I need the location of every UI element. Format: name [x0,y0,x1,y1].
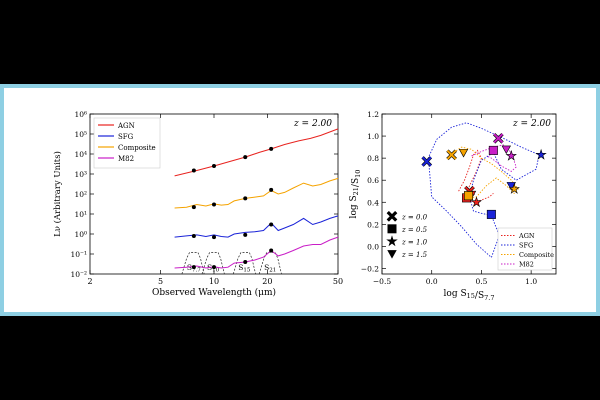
redshift-legend-marker-1 [387,224,397,234]
sed-xlabel: Observed Wavelength (μm) [152,287,276,298]
sed-ytick-label-7: 10⁵ [74,130,87,139]
sed-xtick-label-0: 2 [87,277,92,286]
track-legend-label-3: M82 [519,261,534,269]
redshift-legend-marker-0 [386,210,398,222]
sed-line-agn [174,128,339,177]
figure-panel: S7.7 S10 S15 S21 2 5 10 20 50 10⁻² 10⁻¹ 10⁰ 10¹ 10² 10… [4,88,596,312]
sed-point-sfg-2 [243,232,248,237]
sed-xtick-label-4: 50 [333,277,343,286]
sed-ytick-label-2: 10⁰ [74,230,87,239]
sed-legend-box [93,117,161,169]
sed-point-composite-3 [269,187,274,192]
sed-point-sfg-0 [191,233,196,238]
sed-point-composite-0 [191,205,196,210]
color-xtick-label-3: 1.0 [525,277,537,286]
color-ytick-label-3: 0.4 [367,198,379,207]
redshift-legend-label-2: z = 1.0 [401,238,428,246]
color-marker-sfg-z10 [535,148,547,160]
sed-legend-label-2: Composite [118,144,156,152]
color-marker-sfg-z05 [486,209,496,219]
color-track-composite [453,146,519,199]
sed-point-m82-2 [243,259,248,264]
filter-label-3: S21 [264,263,276,274]
sed-point-m82-0 [191,265,196,270]
sed-point-sfg-1 [212,235,216,240]
sed-ytick-label-1: 10⁻¹ [70,250,87,259]
sed-line-composite [174,177,339,209]
sed-point-m82-3 [269,248,274,253]
sed-point-m82-1 [212,265,216,270]
color-annotation: z = 2.00 [512,119,551,129]
color-ytick-label-6: 1.0 [367,132,379,141]
sed-ytick-label-0: 10⁻² [70,270,87,279]
filter-label-0: S7.7 [187,263,201,274]
sed-point-agn-3 [269,146,274,151]
sed-legend: AGN SFG Composite M82 [93,117,161,169]
color-ytick-label-0: −0.2 [361,264,379,273]
sed-ytick-label-5: 10³ [74,170,87,179]
sed-point-composite-1 [212,202,216,207]
color-track-sfg [426,122,540,259]
color-marker-composite-z00 [446,149,457,161]
track-legend-label-0: AGN [518,232,535,240]
sed-annotation: z = 2.00 [293,119,332,129]
sed-line-m82 [174,236,339,269]
sed-ytick-label-8: 10⁶ [74,110,87,119]
redshift-legend-marker-2 [386,235,398,247]
filter-label-2: S15 [238,263,251,274]
color-xtick-label-0: −0.5 [373,277,391,286]
color-marker-composite-z15 [458,148,469,158]
color-xtick-label-1: 0.0 [426,277,438,286]
figure-frame: S7.7 S10 S15 S21 2 5 10 20 50 10⁻² 10⁻¹ 10⁰ 10¹ 10² 10… [0,84,600,316]
sed-line-sfg [174,215,339,238]
color-plot-frame [381,113,557,275]
sed-ytick-label-3: 10¹ [74,210,87,219]
redshift-legend-label-3: z = 1.5 [401,251,428,259]
sed-point-agn-0 [191,168,196,173]
redshift-legend-label-0: z = 0.0 [401,213,428,221]
color-panel: −0.5 0.0 0.5 1.0 −0.2 0.0 0.2 0.4 0.6 0.8 1.0 1.2 lo… [349,110,557,302]
color-ytick-label-1: 0.0 [367,242,379,251]
sed-xtick-label-2: 10 [209,277,219,286]
color-ytick-label-7: 1.2 [367,110,379,119]
sed-point-agn-1 [212,164,216,169]
sed-legend-label-3: M82 [118,155,134,163]
sed-legend-label-1: SFG [118,133,134,141]
color-ytick-label-2: 0.2 [367,220,379,229]
sed-ytick-label-4: 10² [74,190,87,199]
color-xlabel: log S15/S7.7 [444,289,495,302]
color-marker-m82-z00 [493,132,504,144]
color-marker-composite-z10 [508,183,520,194]
sed-ylabel: Lν (Arbitrary Units) [52,151,63,237]
sed-xtick-label-3: 20 [262,277,272,286]
color-marker-agn-z10 [470,196,483,208]
redshift-legend-marker-3 [387,250,397,259]
color-ytick-label-4: 0.6 [367,176,379,185]
color-marker-m82-z10 [505,149,517,161]
sed-legend-label-0: AGN [117,122,135,130]
color-marker-sfg-z00 [421,156,433,167]
sed-point-sfg-3 [269,222,274,227]
color-legend-redshift: z = 0.0 z = 0.5 z = 1.0 z = 1.5 [386,210,428,259]
color-marker-composite-z05 [464,191,474,201]
color-xtick-label-2: 0.5 [475,277,487,286]
color-ytick-label-5: 0.8 [367,154,379,163]
sed-ytick-label-6: 10⁴ [74,150,87,159]
color-marker-m82-z15 [501,145,511,155]
track-legend-label-1: SFG [519,242,533,250]
sed-point-agn-2 [243,155,248,160]
color-ylabel: log S21/S10 [349,170,362,219]
color-marker-m82-z05 [488,145,498,155]
track-legend-label-2: Composite [519,251,554,259]
sed-point-composite-2 [243,196,248,201]
sed-xtick-label-1: 5 [158,277,163,286]
redshift-legend-label-1: z = 0.5 [401,226,428,234]
